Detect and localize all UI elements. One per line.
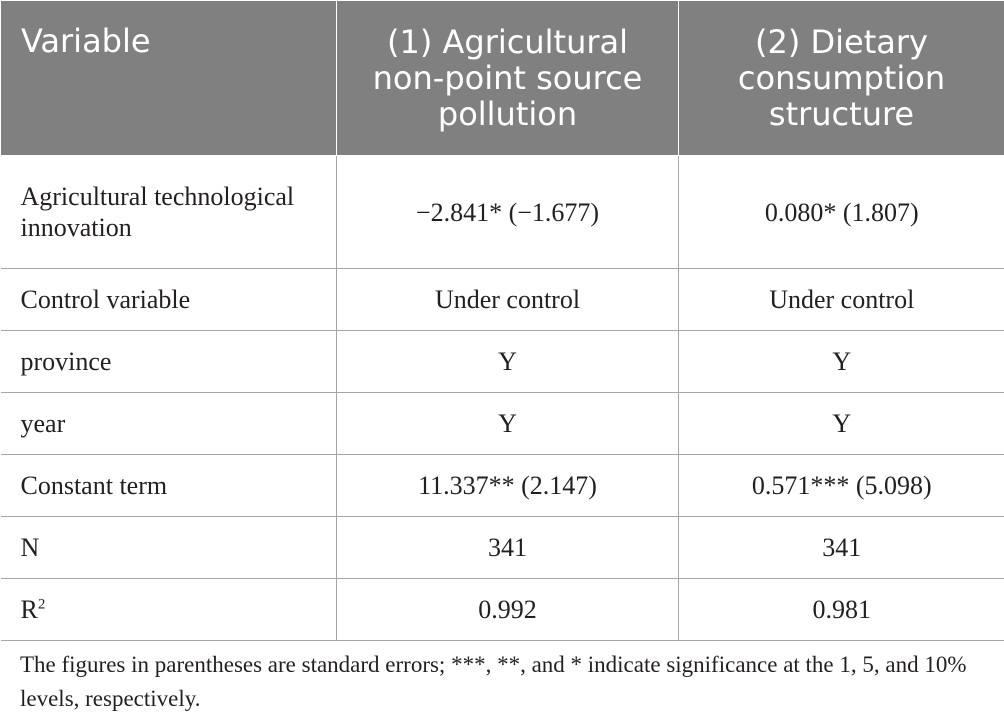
r-symbol: R <box>20 595 38 624</box>
superscript-two: 2 <box>37 596 46 613</box>
row-variable-label: R2 <box>0 578 337 641</box>
table-row: R2 0.992 0.981 <box>0 578 1004 641</box>
table-row: year Y Y <box>0 392 1004 455</box>
header-col2: (2) Dietary consumption structure <box>678 0 1004 156</box>
row-col1-value: Under control <box>336 268 679 331</box>
table-row: Constant term 11.337** (2.147) 0.571*** … <box>0 454 1004 517</box>
row-col2-value: 341 <box>678 516 1004 579</box>
table-row: province Y Y <box>0 330 1004 393</box>
header-variable: Variable <box>0 0 337 156</box>
table-footnote: The figures in parentheses are standard … <box>20 652 967 711</box>
row-col1-value: −2.841* (−1.677) <box>336 155 679 269</box>
row-col1-value: 11.337** (2.147) <box>336 454 679 517</box>
table-row: Agricultural technological innovation −2… <box>0 155 1004 269</box>
header-col1: (1) Agricultural non-point source pollut… <box>336 0 679 156</box>
row-variable-label: N <box>0 516 337 579</box>
row-variable-label: Constant term <box>0 454 337 517</box>
table-header: Variable (1) Agricultural non-point sour… <box>0 0 1004 156</box>
row-variable-label: province <box>0 330 337 393</box>
row-variable-label: Agricultural technological innovation <box>0 155 337 269</box>
row-col2-value: 0.981 <box>678 578 1004 641</box>
row-col2-value: Under control <box>678 268 1004 331</box>
row-col1-value: 341 <box>336 516 679 579</box>
row-col2-value: Y <box>678 330 1004 393</box>
row-col1-value: 0.992 <box>336 578 679 641</box>
row-col1-value: Y <box>336 392 679 455</box>
row-col1-value: Y <box>336 330 679 393</box>
table-row: Control variable Under control Under con… <box>0 268 1004 331</box>
row-variable-label: Control variable <box>0 268 337 331</box>
row-col2-value: 0.080* (1.807) <box>678 155 1004 269</box>
table-body: Agricultural technological innovation −2… <box>0 155 1004 641</box>
row-col2-value: Y <box>678 392 1004 455</box>
row-col2-value: 0.571*** (5.098) <box>678 454 1004 517</box>
row-variable-label: year <box>0 392 337 455</box>
results-table: Variable (1) Agricultural non-point sour… <box>0 0 1004 641</box>
table-row: N 341 341 <box>0 516 1004 579</box>
header-row: Variable (1) Agricultural non-point sour… <box>0 0 1004 156</box>
